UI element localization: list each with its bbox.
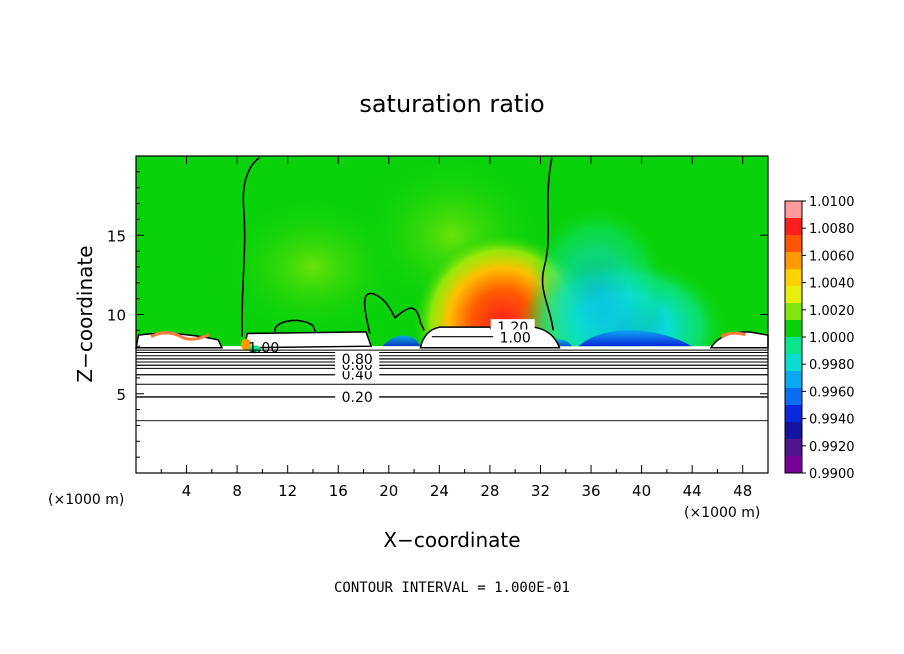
subsaturation-plume <box>527 205 668 347</box>
x-tick-label: 24 <box>430 482 449 500</box>
colorbar-swatch <box>785 439 802 457</box>
edge-spot <box>240 338 251 351</box>
light-green-patch <box>222 196 403 337</box>
z-tick-label: 5 <box>116 386 126 404</box>
contour-label-0.80-gap <box>335 350 380 365</box>
colorbar: 1.0100 1.0080 1.0060 1.0040 1.0020 1.0000 0.99… <box>784 195 855 482</box>
x-tick-label: 36 <box>581 482 600 500</box>
x-tick-label: 32 <box>531 482 550 500</box>
contour-1-00-right <box>541 157 554 331</box>
x-tick-label: 44 <box>683 482 702 500</box>
x-tick-label: 28 <box>480 482 499 500</box>
colorbar-swatch <box>785 405 802 423</box>
colorbar-label: 0.9920 <box>809 440 855 455</box>
colorbar-label: 0.9900 <box>809 467 855 482</box>
contour-label-0.80: 0.80 <box>342 352 373 368</box>
x-tick-label: 4 <box>182 482 192 500</box>
colorbar-label: 1.0040 <box>809 277 855 292</box>
colorbar-swatch <box>785 235 802 253</box>
contour-label-0.20-gap <box>335 388 380 403</box>
colorbar-label: 0.9940 <box>809 413 855 428</box>
colorbar-label: 0.9980 <box>809 358 855 373</box>
contour-label-0.20: 0.20 <box>342 390 373 406</box>
upper-region <box>136 156 768 347</box>
contour-interval-note: CONTOUR INTERVAL = 1.000E-01 <box>334 580 570 596</box>
contour-label-1.00-gap <box>493 329 538 344</box>
chart-title: saturation ratio <box>359 90 544 118</box>
cloud-central <box>419 326 561 349</box>
x-tick-label: 16 <box>329 482 348 500</box>
x-tick-label: 20 <box>379 482 398 500</box>
x-axis-label: X−coordinate <box>383 528 520 552</box>
colorbar-swatch <box>785 456 802 474</box>
colorbar-label: 1.0020 <box>809 304 855 319</box>
contour-annotation-1.00: 1.00 <box>248 341 279 357</box>
colorbar-swatch <box>785 337 802 355</box>
x-unit-label-left: (×1000 m) <box>48 492 124 508</box>
colorbar-swatch <box>785 201 802 219</box>
x-tick-label: 48 <box>733 482 752 500</box>
contour-lines: 0.200.400.600.801.201.001.00 <box>136 156 768 422</box>
contour-1-00-middle <box>363 292 425 334</box>
colorbar-swatch <box>785 218 802 236</box>
colorbar-swatch <box>785 269 802 287</box>
cloud-right-edge <box>720 331 746 339</box>
x-tick-label: 12 <box>278 482 297 500</box>
colorbar-label: 1.0100 <box>809 195 855 210</box>
z-tick-label: 15 <box>107 227 126 245</box>
colorbar-swatch <box>785 422 802 440</box>
x-tick-label: 40 <box>632 482 651 500</box>
contour-label-1.00: 1.00 <box>500 330 531 346</box>
dry-pocket <box>578 330 693 347</box>
saturation-field <box>135 156 769 473</box>
colorbar-label: 1.0080 <box>809 222 855 237</box>
x-tick-label: 8 <box>232 482 242 500</box>
contour-1-00-bump <box>274 319 317 333</box>
colorbar-label: 1.0060 <box>809 249 855 264</box>
colorbar-swatch <box>785 388 802 406</box>
colorbar-swatch <box>785 286 802 304</box>
colorbar-swatch <box>785 354 802 372</box>
colorbar-swatch <box>785 320 802 338</box>
colorbar-label: 0.9960 <box>809 385 855 400</box>
cloud-central-left <box>243 331 373 349</box>
colorbar-swatch <box>785 303 802 321</box>
x-unit-label-right: (×1000 m) <box>684 505 760 521</box>
edge-spot <box>248 345 261 354</box>
z-tick-label: 10 <box>107 307 126 325</box>
dry-pocket <box>382 335 421 347</box>
y-axis-label: Z−coordinate <box>73 245 97 382</box>
cloud-left-edge <box>150 331 210 341</box>
colorbar-label: 1.0000 <box>809 331 855 346</box>
contour-label-0.40: 0.40 <box>342 368 373 384</box>
colorbar-swatch <box>785 252 802 270</box>
contour-1-00-left <box>241 156 261 337</box>
colorbar-swatch <box>785 371 802 389</box>
